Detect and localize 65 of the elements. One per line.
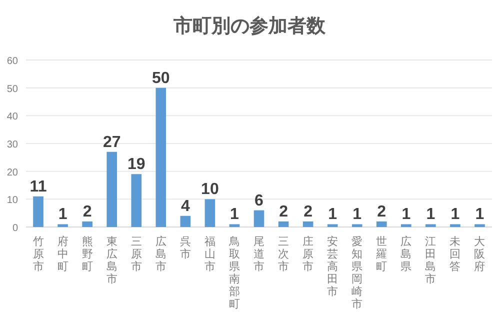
x-tick-label: 江田島市 (425, 236, 436, 286)
bar (131, 174, 142, 227)
data-label: 2 (304, 203, 313, 220)
x-tick-label: 三次市 (278, 236, 290, 273)
x-tick-label: 東広島市 (106, 235, 118, 286)
y-tick-label: 30 (6, 140, 18, 150)
x-tick-label: 広島県 (400, 235, 412, 273)
data-label: 11 (30, 178, 47, 196)
bar (156, 88, 166, 227)
x-tick-label: 鳥取県南部町 (228, 236, 240, 310)
data-label: 1 (58, 206, 68, 224)
data-label: 1 (402, 206, 411, 224)
x-tick-label: 三原市 (130, 236, 142, 273)
bar (229, 224, 240, 227)
bar (204, 199, 216, 227)
bar (401, 224, 412, 227)
x-tick-label: 安芸高田市 (327, 235, 338, 298)
data-label: 1 (230, 206, 240, 224)
x-tick-label: 呉市 (180, 236, 191, 260)
data-label: 1 (475, 206, 484, 224)
y-tick-label: 40 (6, 112, 18, 123)
bar (352, 224, 362, 227)
data-label: 1 (426, 206, 436, 224)
x-tick-label: 広島市 (155, 235, 166, 273)
x-tick-label: 庄原市 (302, 235, 314, 273)
y-tick-label: 10 (6, 195, 18, 206)
bar (450, 224, 460, 227)
data-label: 2 (82, 203, 92, 220)
x-tick-label: 未回答 (450, 235, 461, 273)
bar (106, 152, 117, 227)
bar (180, 216, 191, 227)
data-label: 6 (254, 192, 264, 210)
x-tick-label: 愛知県岡崎市 (352, 235, 363, 310)
x-tick-label: 府中町 (57, 235, 68, 273)
x-tick-label: 世羅町 (376, 235, 388, 273)
data-label: 2 (279, 203, 288, 220)
data-label: 10 (201, 181, 219, 198)
x-tick-label: 福山市 (204, 235, 216, 273)
data-label: 4 (180, 198, 190, 215)
data-label: 19 (127, 156, 146, 174)
data-label: 1 (450, 206, 460, 224)
bar (58, 224, 68, 227)
data-label: 50 (152, 70, 170, 87)
x-tick-label: 尾道市 (254, 236, 264, 273)
data-label: 1 (352, 206, 362, 224)
chart-title: 市町別の参加者数 (172, 15, 326, 37)
data-label: 1 (328, 206, 338, 224)
bar (278, 221, 289, 227)
y-tick-label: 0 (12, 223, 18, 234)
bar (327, 224, 338, 227)
bar (474, 224, 485, 227)
y-tick-label: 20 (6, 167, 18, 178)
y-tick-label: 50 (6, 84, 18, 95)
bar (426, 224, 436, 227)
data-label: 27 (102, 134, 121, 151)
bar (302, 221, 314, 227)
bar (33, 196, 44, 227)
x-tick-label: 大阪府 (474, 235, 486, 273)
bar (376, 221, 387, 227)
x-tick-label: 熊野町 (82, 235, 93, 273)
x-tick-label: 竹原市 (32, 236, 44, 273)
bar (82, 221, 92, 227)
y-tick-label: 60 (6, 56, 18, 67)
bar (254, 210, 264, 227)
data-label: 2 (377, 203, 386, 220)
